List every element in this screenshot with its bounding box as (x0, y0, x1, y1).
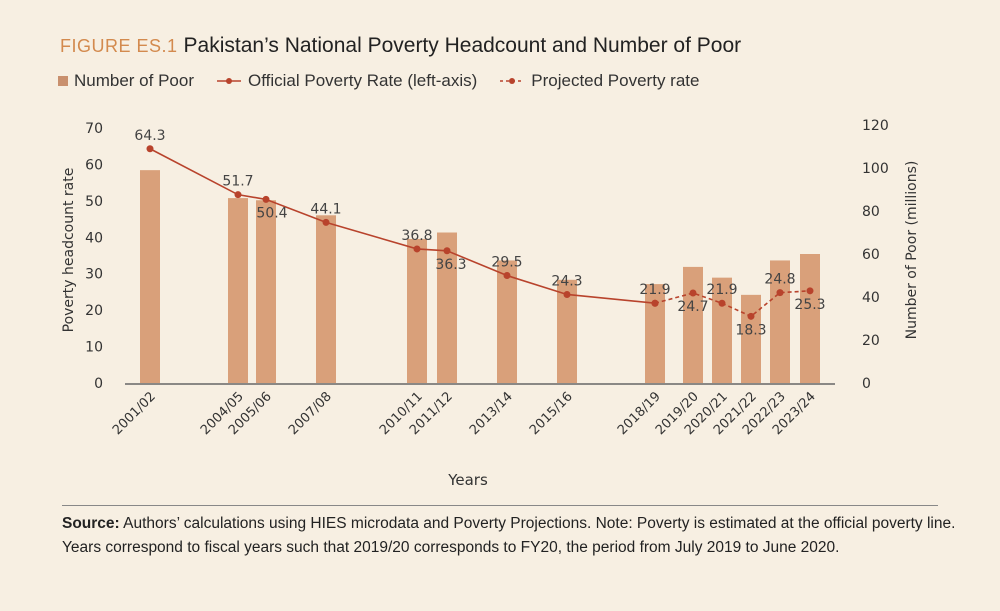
data-label: 25.3 (794, 297, 825, 313)
official-rate-line-point-2015/16 (563, 290, 571, 298)
official-rate-line-point-2004/05 (234, 191, 242, 199)
data-label: 24.3 (551, 273, 582, 289)
legend-item-number-of-poor: Number of Poor (58, 71, 194, 91)
data-label: 36.3 (435, 257, 466, 273)
bar-2001/02 (140, 170, 160, 383)
source-text: Authors’ calculations using HIES microda… (62, 515, 956, 556)
legend-item-official-rate: Official Poverty Rate (left-axis) (216, 71, 477, 91)
line-dot-icon (217, 78, 241, 84)
bar-2022/23 (770, 260, 790, 383)
source-note: Source: Authors’ calculations using HIES… (62, 512, 962, 560)
right-tick-label: 20 (862, 333, 880, 349)
data-label: 44.1 (310, 201, 341, 217)
bar-2007/08 (316, 215, 336, 383)
data-label: 64.3 (134, 128, 165, 144)
data-label: 36.8 (401, 228, 432, 244)
right-tick-label: 100 (862, 161, 889, 177)
official-rate-line-point-2013/14 (503, 272, 511, 280)
x-axis-title: Years (447, 471, 488, 489)
data-label: 21.9 (639, 282, 670, 298)
x-tick-label: 2001/02 (110, 389, 159, 438)
figure-label: FIGURE ES.1 (60, 36, 178, 56)
data-label: 18.3 (735, 322, 766, 338)
projected-rate-line-point-2023/24 (806, 287, 814, 295)
right-axis-title: Number of Poor (millions) (904, 161, 920, 340)
official-rate-line-point-2011/12 (443, 247, 451, 255)
right-tick-label: 80 (862, 204, 880, 220)
figure-title: FIGURE ES.1 Pakistan’s National Poverty H… (60, 34, 741, 58)
official-rate-line-point-2010/11 (413, 245, 421, 253)
bar-2013/14 (497, 260, 517, 383)
x-tick-label: 2013/14 (467, 389, 516, 438)
data-label: 51.7 (222, 174, 253, 190)
bar-2005/06 (256, 200, 276, 383)
left-tick-label: 20 (85, 303, 103, 319)
square-swatch-icon (58, 76, 68, 86)
legend-item-projected-rate: Projected Poverty rate (499, 71, 699, 91)
right-tick-label: 60 (862, 247, 880, 263)
data-label: 29.5 (491, 255, 522, 271)
source-label: Source: (62, 515, 120, 532)
figure-title-text: Pakistan’s National Poverty Headcount an… (183, 34, 742, 57)
bar-2021/22 (741, 294, 761, 383)
left-tick-label: 70 (85, 121, 103, 137)
legend-label: Number of Poor (74, 71, 194, 90)
legend: Number of Poor Official Poverty Rate (le… (58, 71, 699, 91)
left-tick-label: 50 (85, 194, 103, 210)
bar-2011/12 (437, 232, 457, 383)
right-tick-label: 40 (862, 290, 880, 306)
official-rate-line-point-2007/08 (322, 218, 330, 226)
data-label: 50.4 (256, 205, 287, 221)
bar-2023/24 (800, 254, 820, 383)
projected-rate-line-point-2018/19 (651, 299, 659, 307)
projected-rate-line-point-2019/20 (689, 289, 697, 297)
x-tick-label: 2007/08 (286, 389, 335, 438)
x-tick-label: 2015/16 (527, 389, 576, 438)
data-label: 21.9 (706, 282, 737, 298)
data-label: 24.7 (677, 299, 708, 315)
right-tick-label: 120 (862, 118, 889, 134)
left-tick-label: 40 (85, 230, 103, 246)
bar-2004/05 (228, 198, 248, 383)
left-axis-title: Poverty headcount rate (61, 168, 77, 333)
projected-rate-line-point-2021/22 (747, 312, 755, 320)
official-rate-line-point-2001/02 (146, 145, 154, 153)
bar-2019/20 (683, 266, 703, 383)
left-tick-label: 0 (94, 376, 103, 392)
data-label: 24.8 (764, 272, 795, 288)
legend-label: Official Poverty Rate (left-axis) (248, 71, 478, 90)
divider (62, 505, 938, 506)
left-tick-label: 30 (85, 267, 103, 283)
official-rate-line-point-2005/06 (262, 195, 270, 203)
bar-2020/21 (712, 277, 732, 383)
bar-2010/11 (407, 238, 427, 383)
legend-label: Projected Poverty rate (531, 71, 700, 90)
right-tick-label: 0 (862, 376, 871, 392)
left-tick-label: 60 (85, 157, 103, 173)
bar-2015/16 (557, 279, 577, 383)
dashed-line-dot-icon (500, 78, 525, 84)
left-tick-label: 10 (85, 340, 103, 356)
projected-rate-line (654, 290, 811, 318)
bar-2018/19 (645, 284, 665, 383)
projected-rate-line-point-2022/23 (776, 289, 784, 297)
projected-rate-line-point-2020/21 (718, 299, 726, 307)
